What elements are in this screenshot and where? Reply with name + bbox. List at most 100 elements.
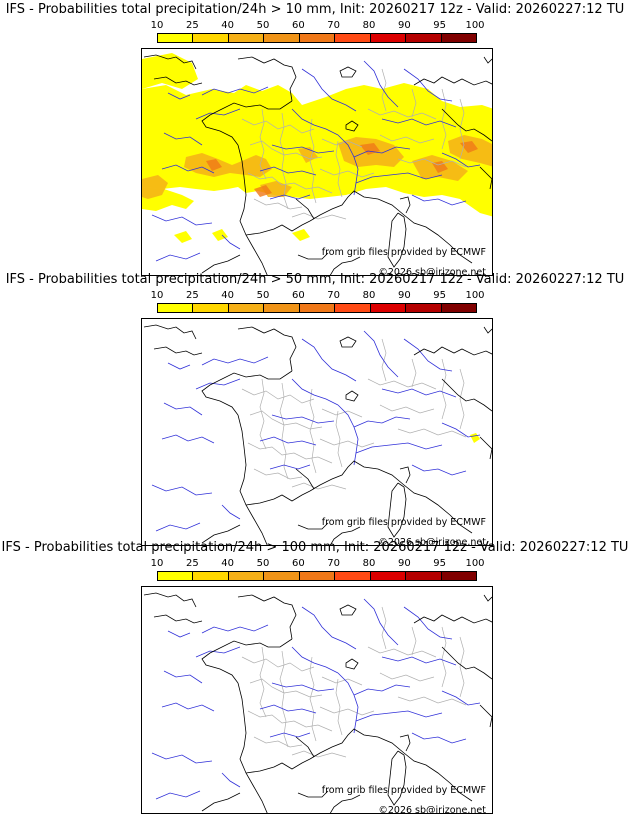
probability-area-low — [142, 53, 198, 89]
colorbar-labels: 10 25 40 50 60 70 80 90 95 100 — [142, 290, 496, 302]
coastline — [387, 750, 407, 806]
colorbar — [157, 303, 477, 313]
probability-area-high — [254, 185, 272, 197]
coastline — [345, 120, 359, 132]
coastline — [201, 792, 241, 812]
river-line — [155, 790, 201, 800]
map-graphic — [143, 324, 492, 545]
river-line — [337, 672, 359, 734]
river-line — [167, 92, 191, 100]
river-line — [381, 656, 457, 666]
river-line — [353, 416, 411, 428]
admin-boundary — [259, 108, 267, 180]
map-10mm: from grib files provided by ECMWF ©2026 … — [141, 48, 493, 276]
admin-boundary — [279, 112, 289, 210]
colorbar-tick-label: 100 — [465, 558, 485, 569]
coastline — [413, 76, 492, 86]
colorbar-swatch — [264, 34, 300, 42]
colorbar-tick-label: 60 — [291, 290, 305, 301]
admin-boundary — [381, 606, 387, 650]
river-line — [269, 464, 311, 470]
river-line — [161, 702, 215, 712]
admin-boundary — [309, 656, 317, 742]
admin-boundary — [367, 646, 437, 658]
coastline — [237, 56, 297, 102]
river-line — [355, 172, 443, 184]
admin-boundary — [335, 678, 343, 736]
river-line — [201, 356, 269, 366]
map-100mm: from grib files provided by ECMWF ©2026 … — [141, 586, 493, 814]
colorbar-swatch — [441, 34, 476, 42]
river-line — [337, 404, 359, 466]
admin-boundary — [291, 482, 347, 490]
river-line — [355, 442, 443, 454]
coastline — [143, 592, 197, 608]
colorbar-swatch — [193, 572, 229, 580]
admin-boundary — [381, 338, 387, 382]
admin-boundary — [321, 676, 363, 686]
admin-boundary — [411, 88, 417, 118]
admin-boundary — [397, 428, 467, 438]
probability-area-low — [212, 229, 228, 241]
river-line — [269, 194, 311, 200]
coastline — [309, 190, 473, 264]
coastline — [297, 790, 329, 798]
river-line — [161, 434, 215, 444]
admin-boundary — [459, 98, 465, 160]
coastline — [309, 460, 473, 534]
coastline — [483, 594, 492, 602]
river-line — [411, 194, 467, 206]
map-50mm: from grib files provided by ECMWF ©2026 … — [141, 318, 493, 546]
river-line — [167, 630, 191, 638]
admin-boundary — [367, 378, 437, 390]
river-line — [363, 598, 399, 646]
admin-boundary — [259, 646, 267, 718]
coastline — [329, 794, 361, 813]
river-line — [411, 732, 467, 744]
coastline — [441, 378, 492, 412]
colorbar-tick-label: 25 — [185, 20, 199, 31]
colorbar-swatch — [299, 304, 336, 312]
admin-boundary — [441, 626, 447, 688]
coastline — [237, 682, 268, 813]
forecast-panel-100mm: IFS - Probabilities total precipitation/… — [0, 538, 630, 814]
admin-boundary — [241, 656, 315, 672]
river-line — [271, 682, 335, 692]
colorbar-tick-label: 25 — [185, 558, 199, 569]
river-line — [271, 414, 335, 424]
admin-boundary — [411, 358, 417, 388]
river-line — [337, 134, 359, 196]
river-line — [363, 60, 399, 108]
admin-boundary — [291, 212, 347, 220]
coastline — [483, 56, 492, 64]
colorbar-tick-label: 50 — [256, 290, 270, 301]
river-line — [363, 330, 399, 378]
coastline — [201, 638, 293, 684]
coastline — [245, 220, 311, 236]
admin-boundary — [279, 382, 289, 480]
source-credit: from grib files provided by ECMWF — [321, 517, 486, 528]
colorbar-swatch — [335, 34, 371, 42]
admin-boundary — [319, 706, 375, 716]
colorbar-swatch — [264, 304, 300, 312]
river-line — [259, 166, 317, 176]
colorbar-tick-label: 10 — [150, 20, 164, 31]
coastline — [329, 526, 361, 545]
river-line — [403, 68, 453, 102]
probability-area-high — [206, 159, 222, 171]
forecast-panel-50mm: IFS - Probabilities total precipitation/… — [0, 270, 630, 546]
river-line — [353, 146, 411, 158]
river-line — [259, 704, 317, 714]
coastline — [237, 326, 297, 372]
admin-boundary — [397, 158, 467, 168]
river-line — [163, 402, 203, 416]
coastline — [201, 100, 293, 146]
colorbar-tick-label: 70 — [327, 558, 341, 569]
admin-boundary — [397, 696, 467, 706]
coastline — [413, 346, 492, 356]
coastline — [399, 734, 411, 752]
river-line — [163, 670, 203, 684]
colorbar-swatch — [406, 572, 442, 580]
coastline — [413, 614, 492, 624]
colorbar-swatch — [370, 304, 407, 312]
